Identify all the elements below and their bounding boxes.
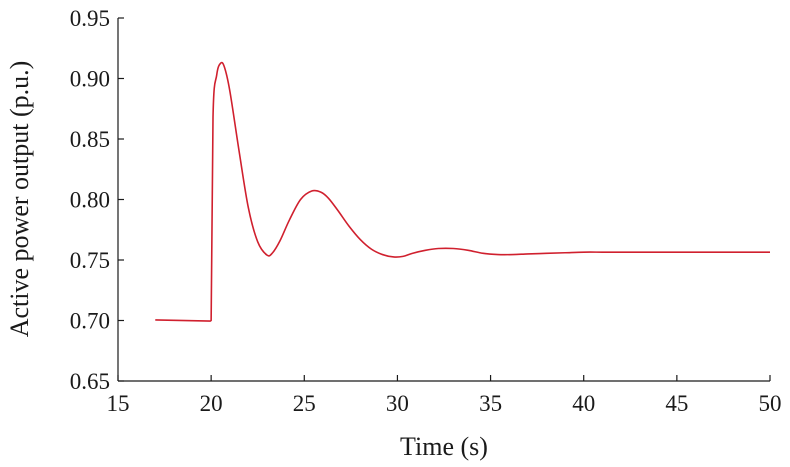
x-tick-label: 20: [200, 391, 223, 416]
y-tick-label: 0.80: [70, 188, 110, 213]
x-tick-label: 50: [759, 391, 782, 416]
x-axis-title: Time (s): [400, 432, 488, 461]
x-tick-label: 30: [386, 391, 409, 416]
y-ticks: 0.65 0.70 0.75 0.80 0.85 0.90 0.95: [70, 6, 124, 394]
y-tick-label: 0.85: [70, 127, 110, 152]
y-tick-label: 0.65: [70, 369, 110, 394]
y-tick-label: 0.70: [70, 309, 110, 334]
series-group: [155, 61, 770, 322]
x-tick-label: 35: [479, 391, 502, 416]
x-tick-label: 45: [665, 391, 688, 416]
y-axis-title: Active power output (p.u.): [5, 61, 34, 338]
y-tick-label: 0.95: [70, 6, 110, 31]
x-tick-label: 15: [107, 391, 130, 416]
x-tick-label: 25: [293, 391, 316, 416]
series-line: [155, 61, 770, 322]
y-tick-label: 0.75: [70, 248, 110, 273]
x-ticks: 15 20 25 30 35 40 45 50: [107, 375, 782, 416]
x-tick-label: 40: [572, 391, 595, 416]
axes: [117, 18, 770, 382]
y-tick-label: 0.90: [70, 67, 110, 92]
